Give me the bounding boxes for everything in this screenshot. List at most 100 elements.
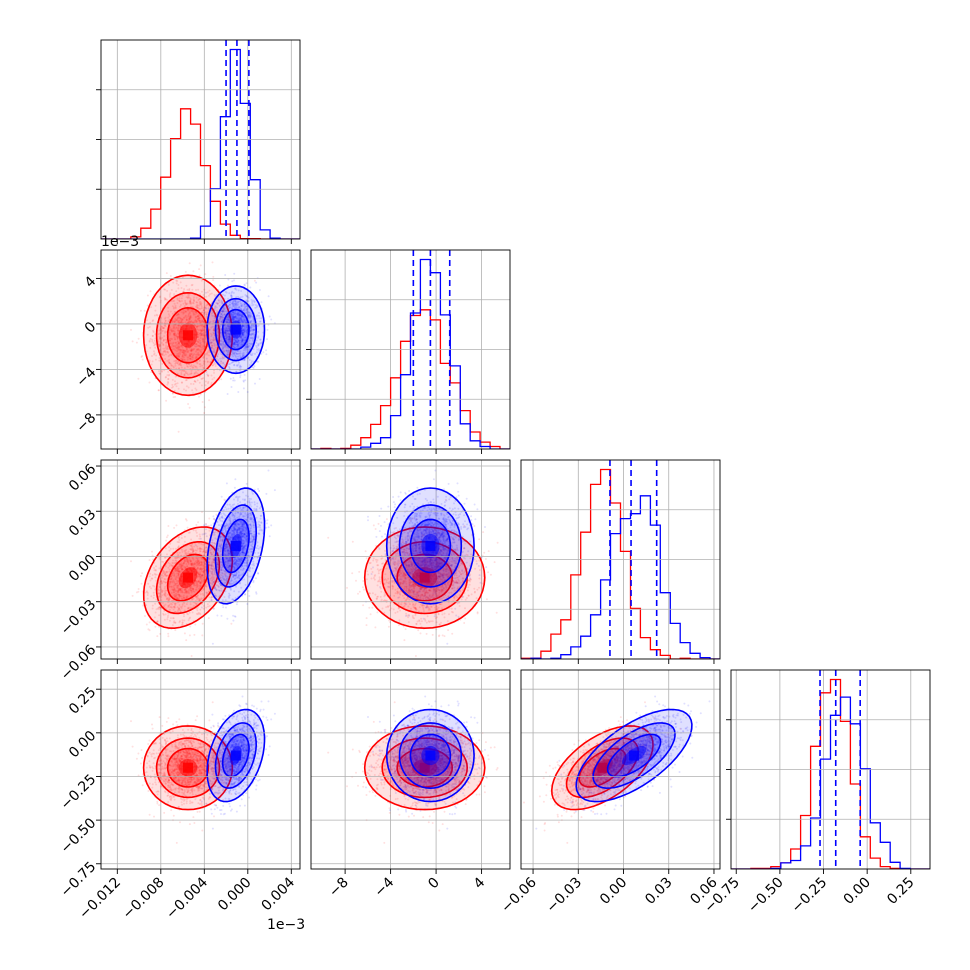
scatter-point	[216, 614, 219, 617]
scatter-point	[162, 326, 165, 329]
scatter-point	[236, 314, 239, 317]
scatter-point	[159, 295, 162, 298]
scatter-point	[202, 344, 205, 347]
scatter-point	[249, 329, 252, 332]
scatter-point	[210, 341, 213, 344]
scatter-point	[255, 281, 258, 284]
scatter-point	[158, 359, 161, 362]
scatter-point	[170, 329, 173, 332]
scatter-point	[225, 334, 228, 337]
scatter-point	[197, 315, 200, 318]
scatter-point	[224, 274, 227, 276]
scatter-point	[266, 328, 269, 331]
scatter-point	[178, 367, 181, 370]
scatter-point	[175, 319, 178, 322]
scatter-point	[221, 318, 224, 321]
scatter-point	[170, 364, 173, 367]
scatter-point	[185, 639, 188, 642]
scatter-point	[164, 331, 167, 334]
scatter-point	[206, 311, 209, 314]
scatter-point	[173, 336, 176, 339]
scatter-point	[188, 311, 191, 314]
scatter-point	[207, 382, 209, 385]
scatter-point	[203, 306, 206, 309]
scatter-point	[185, 296, 188, 299]
scatter-point	[161, 336, 164, 339]
scatter-point	[200, 324, 203, 327]
scatter-point	[198, 319, 200, 322]
scatter-point	[191, 348, 194, 351]
scatter-point	[160, 328, 162, 331]
scatter-point	[164, 330, 167, 333]
scatter-point	[196, 372, 199, 375]
scatter-point	[181, 350, 184, 353]
scatter-point	[175, 335, 178, 338]
scatter-point	[228, 365, 231, 368]
scatter-point	[237, 341, 240, 344]
scatter-point	[163, 324, 166, 327]
scatter-point	[195, 355, 198, 358]
scatter-point	[203, 362, 205, 365]
scatter-point	[249, 585, 251, 588]
scatter-point	[231, 316, 234, 319]
scatter-point	[170, 337, 173, 340]
scatter-point	[183, 373, 186, 376]
scatter-point	[203, 345, 206, 348]
scatter-point	[223, 345, 226, 348]
scatter-point	[229, 338, 232, 341]
scatter-point	[257, 344, 260, 347]
scatter-point	[236, 301, 239, 304]
scatter-point	[226, 327, 229, 330]
scatter-point	[183, 354, 186, 357]
scatter-point	[239, 307, 242, 310]
scatter-point	[243, 309, 246, 312]
scatter-point	[231, 317, 234, 320]
scatter-point	[177, 344, 180, 347]
scatter-point	[245, 345, 248, 348]
scatter-point	[182, 311, 185, 314]
scatter-point	[148, 340, 151, 343]
scatter-point	[227, 349, 230, 352]
scatter-point	[253, 328, 255, 330]
scatter-point	[239, 352, 242, 355]
scatter-point	[198, 314, 201, 317]
scatter-point	[192, 392, 195, 395]
scatter-point	[196, 326, 198, 329]
scatter-point	[177, 324, 180, 327]
scatter-point	[202, 309, 205, 312]
scatter-point	[141, 358, 144, 361]
scatter-point	[242, 331, 245, 334]
scatter-point	[153, 352, 156, 355]
scatter-point	[180, 300, 183, 302]
scatter-point	[151, 340, 154, 343]
scatter-point	[228, 333, 231, 336]
scatter-point	[248, 339, 251, 342]
scatter-point	[174, 334, 176, 337]
scatter-point	[270, 524, 273, 527]
scatter-point	[185, 348, 188, 351]
scatter-point	[196, 304, 199, 307]
scatter-point	[239, 339, 242, 342]
scatter-point	[141, 572, 144, 575]
scatter-point	[193, 323, 196, 326]
scatter-point	[183, 288, 186, 291]
scatter-point	[217, 349, 220, 352]
scatter-point	[213, 371, 215, 374]
scatter-point	[196, 362, 199, 365]
scatter-point	[174, 327, 176, 330]
scatter-point	[231, 350, 234, 353]
scatter-point	[203, 406, 206, 409]
scatter-point	[248, 313, 251, 316]
scatter-point	[231, 317, 234, 320]
scatter-point	[189, 354, 191, 357]
scatter-point	[194, 316, 197, 319]
scatter-point	[249, 329, 252, 332]
scatter-point	[194, 365, 197, 368]
scatter-point	[238, 361, 240, 364]
scatter-point	[233, 316, 235, 319]
scatter-point	[244, 347, 247, 350]
scatter-point	[179, 348, 182, 351]
scatter-point	[210, 346, 213, 349]
scatter-point	[244, 346, 247, 349]
